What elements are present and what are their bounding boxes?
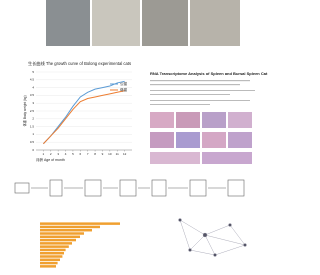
bar (40, 239, 76, 241)
x-tick-label: 1 (43, 152, 45, 156)
workflow (15, 180, 244, 196)
x-tick-label: 8 (94, 152, 96, 156)
y-tick-label: 1 (32, 132, 34, 136)
y-tick-label: 2 (32, 117, 34, 121)
x-tick-label: 6 (79, 152, 81, 156)
series-line (43, 91, 124, 144)
x-tick-label: 9 (102, 152, 104, 156)
x-tick-label: 5 (72, 152, 74, 156)
bar (40, 242, 72, 244)
cat-photo (92, 0, 140, 46)
x-tick-label: 4 (65, 152, 67, 156)
cat-photo (46, 0, 90, 46)
bar (40, 249, 66, 251)
cat-photo (142, 0, 188, 46)
poster: RNA Transcriptome Analysis of Spleen and… (0, 0, 275, 270)
x-tick-label: 10 (108, 152, 112, 156)
y-tick-label: 0 (32, 148, 34, 152)
histology-images (150, 112, 252, 164)
bar (40, 262, 58, 264)
y-tick-label: 4.5 (30, 78, 35, 82)
y-tick-label: 0.5 (30, 140, 35, 144)
text-lines (150, 80, 255, 105)
bar (40, 236, 80, 238)
bar (40, 245, 69, 247)
y-tick-label: 2.5 (30, 109, 35, 113)
bar (40, 229, 92, 231)
y-tick-label: 3.5 (30, 93, 35, 97)
y-tick-label: 5 (32, 70, 34, 74)
bar (40, 232, 84, 234)
x-tick-label: 7 (87, 152, 89, 156)
y-axis-label: 体重 Body weight (kg) (22, 95, 27, 126)
bar (40, 226, 100, 228)
legend-label: 母猫 (120, 87, 127, 92)
panel-title: RNA Transcriptome Analysis of Spleen and… (150, 71, 268, 76)
x-tick-label: 11 (116, 152, 119, 156)
x-tick-label: 3 (57, 152, 59, 156)
x-tick-label: 2 (50, 152, 52, 156)
y-tick-label: 4 (32, 85, 34, 89)
bar (40, 252, 64, 254)
x-tick-label: 12 (123, 152, 127, 156)
network (179, 219, 247, 257)
bar (40, 222, 120, 224)
bar (40, 265, 56, 267)
x-axis-label: 月龄 Age of month (36, 157, 65, 162)
chart-title: 生长曲线 The growth curve of Bolong experime… (28, 60, 131, 67)
bar (40, 255, 62, 257)
y-tick-label: 1.5 (30, 124, 35, 128)
legend-label: 公猫 (120, 81, 127, 86)
cat-photo (190, 0, 240, 46)
y-tick-label: 3 (32, 101, 34, 105)
bar (40, 259, 60, 261)
